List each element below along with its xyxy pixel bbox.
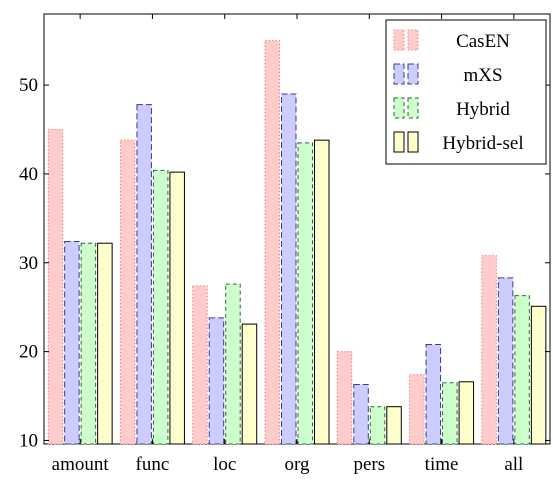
legend-swatch-casen [393, 29, 405, 51]
bar-mxs-pers [353, 383, 369, 445]
bar-hybrid-sel-all [530, 305, 547, 445]
bar-mxs-loc [208, 317, 225, 445]
bar-mxs-amount [64, 240, 80, 445]
bar-hybrid-sel-time [458, 381, 475, 445]
legend-swatch-mxs [393, 63, 405, 85]
x-tick-label-pers: pers [353, 454, 385, 475]
bar-hybrid-all [514, 295, 530, 445]
bar-hybrid-sel-func [169, 171, 185, 445]
bar-mxs-all [497, 277, 514, 445]
legend-swatch-hybrid-sel [393, 131, 405, 153]
bars-layer [47, 40, 547, 445]
bar-hybrid-org [297, 142, 313, 445]
legend-swatch-mxs-b [407, 63, 419, 85]
x-tick-label-amount: amount [52, 454, 110, 475]
y-tick-label: 10 [19, 430, 38, 451]
bar-hybrid-sel-pers [386, 406, 402, 445]
x-tick-label-loc: loc [213, 454, 236, 475]
legend-swatch-hybrid-b [407, 97, 419, 119]
bar-hybrid-time [442, 382, 458, 445]
bar-hybrid-pers [369, 406, 386, 445]
bar-casen-time [409, 374, 425, 445]
y-tick-label: 40 [19, 164, 38, 185]
x-axis: amount func loc org pers time all [52, 14, 523, 475]
bar-mxs-org [281, 93, 297, 445]
y-tick-label: 50 [19, 75, 38, 96]
legend-swatch-hybrid [393, 97, 405, 119]
legend: CasEN mXS Hybrid Hybrid-sel [385, 19, 547, 165]
y-tick-label: 30 [19, 253, 38, 274]
x-tick-label-org: org [285, 454, 310, 475]
bar-hybrid-sel-amount [97, 242, 113, 445]
bar-casen-all [481, 255, 497, 445]
bar-casen-loc [192, 285, 208, 445]
legend-label-hybrid: Hybrid [456, 99, 510, 120]
bar-hybrid-sel-org [314, 139, 330, 445]
x-tick-label-all: all [504, 454, 523, 475]
bar-mxs-func [136, 104, 152, 445]
y-axis: 10 20 30 40 50 [19, 75, 550, 451]
bar-casen-func [119, 139, 136, 445]
legend-label-mxs: mXS [463, 65, 502, 86]
legend-label-hybrid-sel: Hybrid-sel [442, 133, 523, 154]
bar-hybrid-loc [225, 283, 241, 445]
x-tick-label-time: time [425, 454, 459, 475]
bar-hybrid-sel-loc [241, 323, 258, 445]
legend-label-casen: CasEN [456, 31, 510, 52]
bar-hybrid-func [152, 169, 169, 445]
bar-casen-amount [47, 129, 64, 445]
bar-casen-org [264, 40, 280, 445]
x-tick-label-func: func [136, 454, 170, 475]
legend-swatch-hybrid-sel-b [407, 131, 419, 153]
legend-swatch-casen-b [407, 29, 419, 51]
bar-casen-pers [336, 351, 353, 445]
bar-mxs-time [425, 344, 442, 445]
y-tick-label: 20 [19, 342, 38, 363]
bar-hybrid-amount [80, 242, 97, 445]
